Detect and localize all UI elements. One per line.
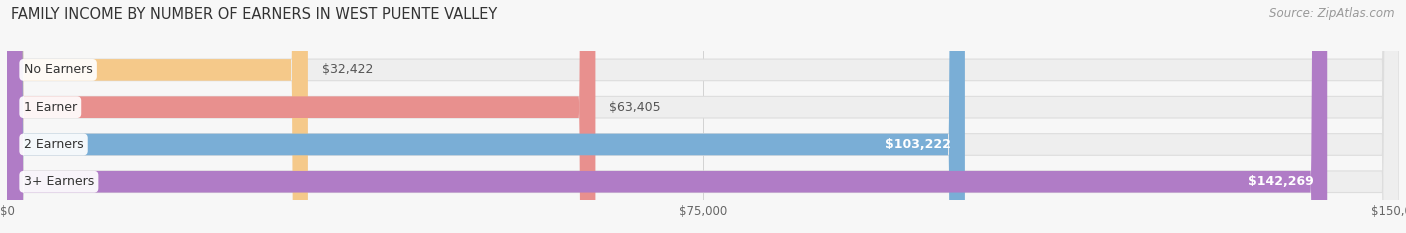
FancyBboxPatch shape (7, 0, 595, 233)
FancyBboxPatch shape (7, 0, 1327, 233)
Text: FAMILY INCOME BY NUMBER OF EARNERS IN WEST PUENTE VALLEY: FAMILY INCOME BY NUMBER OF EARNERS IN WE… (11, 7, 498, 22)
FancyBboxPatch shape (7, 0, 1399, 233)
Text: 1 Earner: 1 Earner (24, 101, 77, 114)
FancyBboxPatch shape (7, 0, 1399, 233)
FancyBboxPatch shape (7, 0, 308, 233)
FancyBboxPatch shape (7, 0, 1399, 233)
FancyBboxPatch shape (7, 0, 1399, 233)
Text: $32,422: $32,422 (322, 63, 373, 76)
Text: 2 Earners: 2 Earners (24, 138, 83, 151)
Text: $63,405: $63,405 (609, 101, 661, 114)
Text: 3+ Earners: 3+ Earners (24, 175, 94, 188)
Text: $142,269: $142,269 (1247, 175, 1313, 188)
Text: Source: ZipAtlas.com: Source: ZipAtlas.com (1270, 7, 1395, 20)
Text: No Earners: No Earners (24, 63, 93, 76)
Text: $103,222: $103,222 (886, 138, 950, 151)
FancyBboxPatch shape (7, 0, 965, 233)
